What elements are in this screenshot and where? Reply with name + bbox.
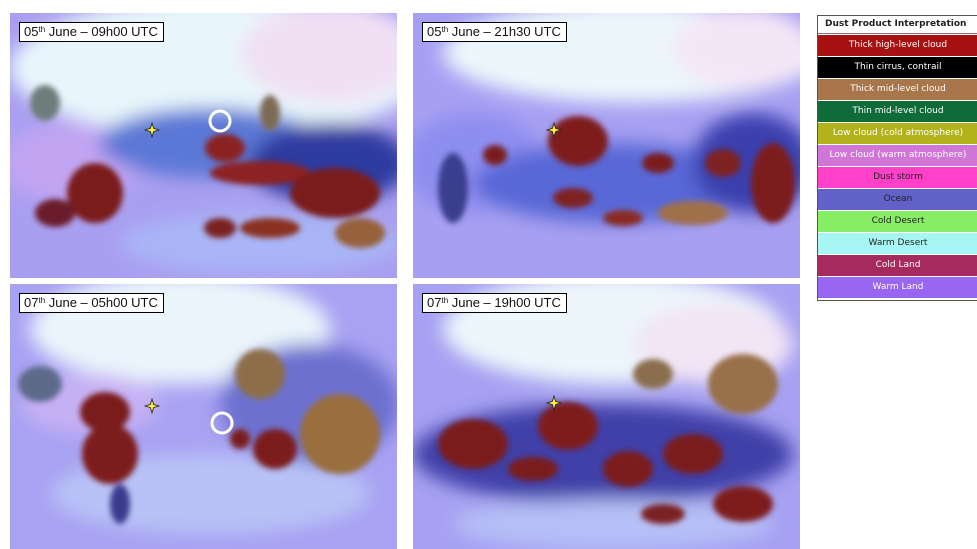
legend-item: Thin mid-level cloud <box>818 100 977 122</box>
panel-1-caption: 05th June – 09h00 UTC <box>19 22 164 42</box>
star-marker <box>545 394 563 412</box>
star-marker <box>143 397 161 415</box>
satellite-image-panel-3: 07th June – 05h00 UTC <box>10 284 397 549</box>
legend-item: Warm Desert <box>818 232 977 254</box>
circle-marker <box>208 109 232 133</box>
panel-3-caption: 07th June – 05h00 UTC <box>19 293 164 313</box>
panel-2-caption: 05th June – 21h30 UTC <box>422 22 567 42</box>
panel-4-caption: 07th June – 19h00 UTC <box>422 293 567 313</box>
satellite-image-panel-2: 05th June – 21h30 UTC <box>413 13 800 278</box>
legend-item: Thick mid-level cloud <box>818 78 977 100</box>
dust-rgb-imagery <box>413 284 800 549</box>
dust-product-legend: Dust Product Interpretation Thick high-l… <box>817 15 977 301</box>
legend-item: Dust storm <box>818 166 977 188</box>
star-marker <box>545 121 563 139</box>
satellite-image-panel-4: 07th June – 19h00 UTC <box>413 284 800 549</box>
legend-item: Thin cirrus, contrail <box>818 56 977 78</box>
dust-rgb-imagery <box>10 284 397 549</box>
circle-marker <box>210 411 234 435</box>
legend-item: Cold Desert <box>818 210 977 232</box>
star-marker <box>143 121 161 139</box>
legend-title: Dust Product Interpretation <box>818 16 977 34</box>
legend-item: Low cloud (warm atmosphere) <box>818 144 977 166</box>
legend-item: Thick high-level cloud <box>818 34 977 56</box>
legend-item: Ocean <box>818 188 977 210</box>
legend-item: Low cloud (cold atmosphere) <box>818 122 977 144</box>
dust-rgb-imagery <box>413 13 800 278</box>
legend-item: Cold Land <box>818 254 977 276</box>
legend-item: Warm Land <box>818 276 977 298</box>
dust-rgb-imagery <box>10 13 397 278</box>
satellite-image-panel-1: 05th June – 09h00 UTC <box>10 13 397 278</box>
